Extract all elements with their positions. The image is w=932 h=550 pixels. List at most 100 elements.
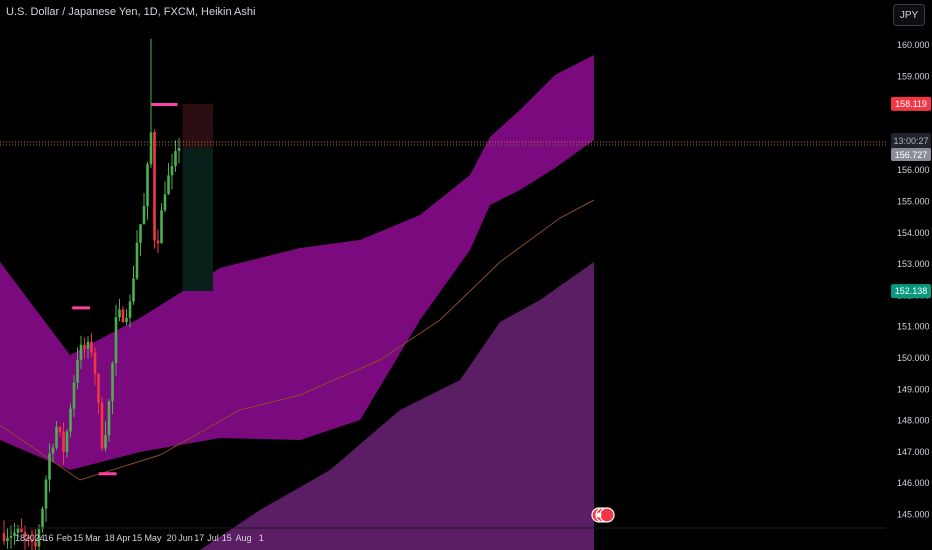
candle [62,431,65,452]
reward-zone [182,147,214,292]
x-tick-label: 18 [105,533,115,543]
y-tick-label: 149.000 [897,384,930,394]
price-axis[interactable]: 145.000 146.000 147.000 148.000 149.000 150.0… [897,40,930,520]
candle [170,165,174,176]
candle [44,479,48,509]
candle [125,317,128,323]
current-value-bg [891,148,931,161]
current-price-tag: 156.727 [895,150,928,160]
x-tick-label: Mar [85,533,101,543]
x-tick-label: Apr [116,533,130,543]
candle [9,535,13,538]
candle [167,175,170,195]
candle [104,435,107,449]
candle [41,508,44,529]
candle [34,541,37,547]
x-tick-label: 17 [194,533,204,543]
y-tick-label: 160.000 [897,40,930,50]
x-tick-label: 20 [167,533,177,543]
target-price-tag: 152.138 [895,286,928,296]
candle [132,278,135,302]
stop-price-tag: 158.119 [895,99,927,109]
candle [23,531,27,537]
event-markers [591,507,615,523]
candle [111,363,114,402]
candle [128,301,132,318]
candle [2,533,6,542]
candle [72,382,76,409]
candle [177,148,181,151]
candle [114,317,118,364]
candle [6,537,9,542]
x-tick-label: Jul [207,533,219,543]
candle [139,224,142,243]
candle [156,240,160,244]
x-tick-label: May [144,533,162,543]
candle [90,341,93,353]
candle [30,539,34,542]
y-tick-label: 146.000 [897,478,930,488]
candle [58,426,62,432]
candle [100,402,104,449]
y-tick-label: 151.000 [897,322,930,332]
overlays [0,141,886,523]
candle [79,344,83,361]
y-tick-label: 159.000 [897,71,930,81]
candle [65,431,69,452]
candle [83,344,86,349]
candle [107,401,111,436]
event-marker-icon [599,507,615,523]
x-tick-label: Jun [178,533,193,543]
envelope-bands [0,55,595,550]
stop-price-tag-bg [891,96,931,111]
candle [146,164,149,207]
target-price-tag-bg [891,284,931,299]
candle [86,341,90,349]
position-zones [182,103,214,292]
candle [118,309,121,318]
risk-zone [182,103,214,148]
candle [69,408,72,432]
y-tick-label: 147.000 [897,447,930,457]
candle [55,426,58,448]
price-tags: 158.119 152.138 13:00:27 156.727 [891,96,931,299]
y-tick-label: 155.000 [897,197,930,207]
x-tick-label: 2024 [25,533,45,543]
currency-button[interactable]: JPY [893,4,925,26]
countdown-tag: 13:00:27 [893,136,928,146]
x-tick-label: 18 [15,533,25,543]
lower-band [200,262,594,550]
y-tick-label: 156.000 [897,165,930,175]
candle [121,309,125,323]
y-tick-label: 145.000 [897,510,930,520]
event-marker-dot [596,512,602,518]
upper-band [0,55,594,470]
candle [97,374,100,403]
candle [16,528,20,533]
candle [149,132,153,165]
candle [163,194,167,211]
y-tick-label: 148.000 [897,416,930,426]
candle [174,150,177,166]
x-tick-label: Aug [236,533,252,543]
candle [135,242,139,279]
x-tick-label: 16 [44,533,54,543]
x-tick-label: 15 [73,533,83,543]
x-tick-label: 1 [259,533,264,543]
y-tick-label: 153.000 [897,259,930,269]
chart-title: U.S. Dollar / Japanese Yen, 1D, FXCM, He… [6,6,256,18]
candle [48,453,51,480]
y-tick-label: 154.000 [897,228,930,238]
candle [142,206,146,225]
candle [76,360,79,383]
horizontal-levels [72,102,178,476]
candle [51,447,55,454]
middle-line [0,199,595,481]
candle [13,532,16,536]
candle [160,210,163,244]
x-tick-label: 15 [222,533,232,543]
candle [27,536,30,540]
candles [2,38,181,550]
